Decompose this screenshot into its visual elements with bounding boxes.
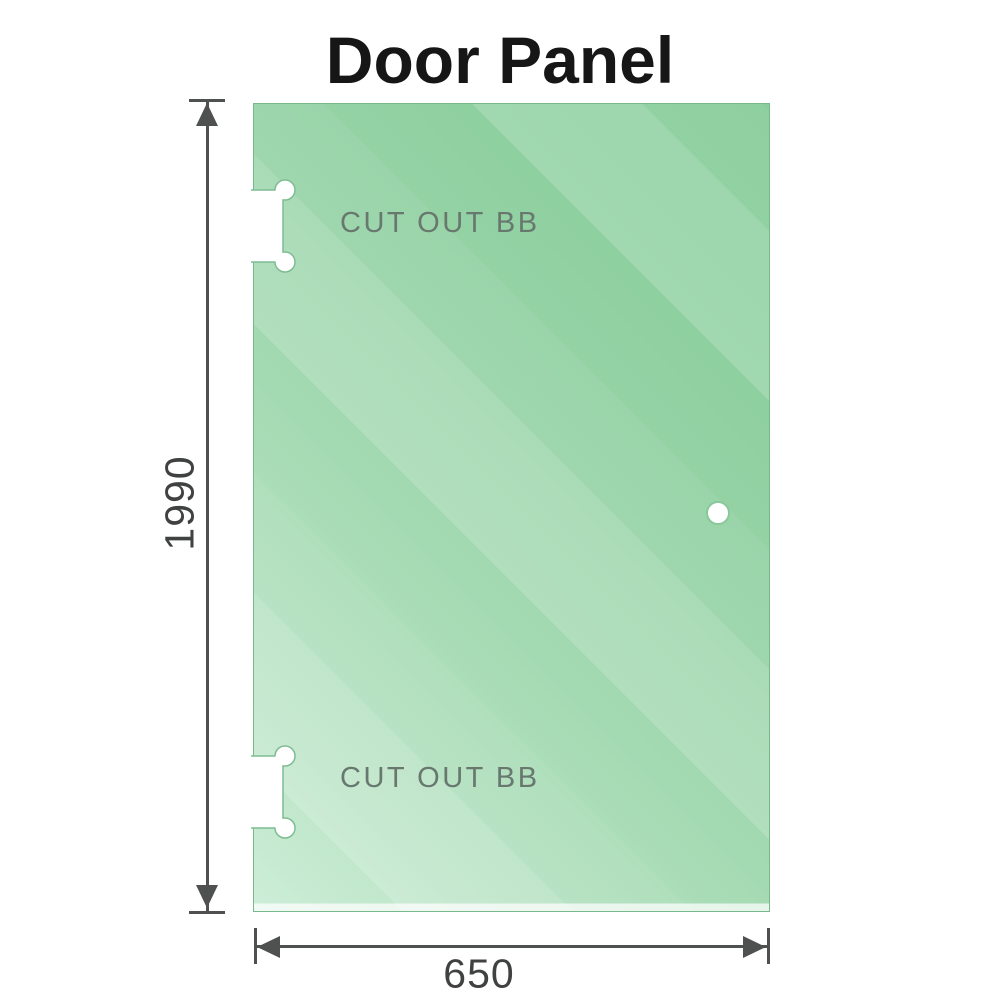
height-dimension-cap-top [189, 99, 225, 102]
height-dimension-line [206, 100, 209, 914]
door-panel-glass [253, 103, 770, 912]
hinge-cutout-bottom-icon [251, 745, 296, 839]
page-title: Door Panel [325, 23, 675, 97]
arrow-left-icon [257, 935, 280, 958]
width-dimension-value: 650 [443, 950, 515, 997]
cutout-label-top: CUT OUT BB [340, 207, 540, 239]
arrow-right-icon [743, 935, 766, 958]
height-dimension-value: 1990 [156, 455, 203, 551]
height-dimension-cap-bottom [189, 911, 225, 914]
width-dimension-cap-left [254, 928, 257, 964]
arrow-down-icon [196, 885, 218, 908]
handle-hole-icon [706, 501, 730, 525]
width-dimension-cap-right [767, 928, 770, 964]
width-dimension-line [255, 945, 769, 948]
cutout-label-bottom: CUT OUT BB [340, 762, 540, 794]
arrow-up-icon [196, 103, 218, 126]
hinge-cutout-top-icon [251, 179, 296, 273]
